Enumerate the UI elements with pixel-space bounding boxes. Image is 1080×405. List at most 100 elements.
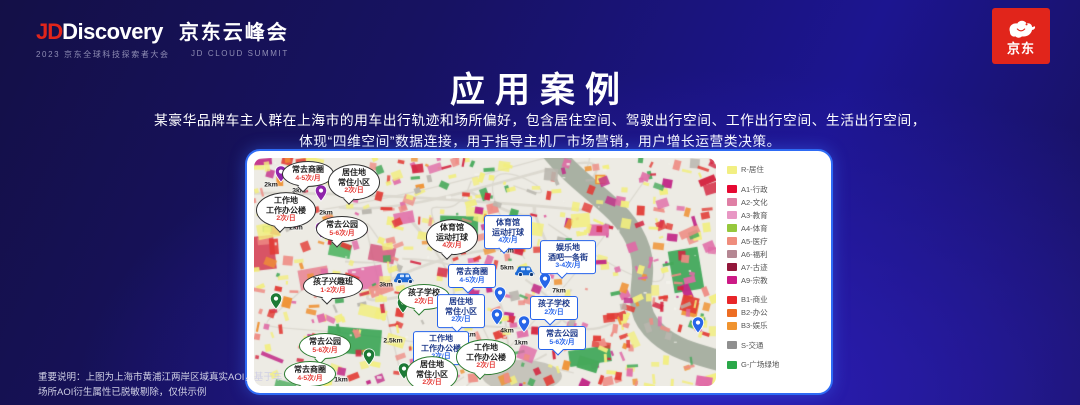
legend-swatch bbox=[727, 360, 737, 369]
tagline-en: JD CLOUD SUMMIT bbox=[191, 49, 289, 58]
distance-label: 4km bbox=[500, 247, 514, 255]
map-callout: 常去商圈 4-5次/月 bbox=[282, 160, 334, 188]
map-panel: 常去商圈 4-5次/月 居住地 常住小区 2次/日 工作地 工作办公楼 2次/日 常去公园 5-6… bbox=[245, 149, 833, 395]
map-callout: 常去公园 5-6次/月 bbox=[299, 332, 351, 360]
legend-row: B1-商业 bbox=[727, 295, 819, 306]
car-icon bbox=[514, 263, 538, 277]
legend-swatch bbox=[727, 198, 737, 207]
map-callout: 孩子兴趣班 1-2次/月 bbox=[303, 272, 363, 300]
footnote-line-2: 场所AOI衍生属性已脱敏剔除，仅供示例 bbox=[38, 386, 207, 398]
distance-label: 4km bbox=[500, 327, 514, 335]
jd-dog-icon bbox=[1009, 20, 1036, 38]
map-callout: 常去商圈 4-5次/月 bbox=[284, 360, 336, 386]
legend-label: A9-宗教 bbox=[741, 275, 768, 285]
legend-swatch bbox=[727, 165, 737, 174]
legend-label: A6-福利 bbox=[741, 249, 768, 259]
legend-row: S-交通 bbox=[727, 340, 819, 351]
legend-swatch bbox=[727, 321, 737, 330]
subtitle: 某豪华品牌车主人群在上海市的用车出行轨迹和场所偏好，包含居住空间、驾驶出行空间、… bbox=[0, 110, 1080, 153]
legend-row: A2-文化 bbox=[727, 197, 819, 208]
legend-row: A7-古迹 bbox=[727, 262, 819, 273]
distance-label: 2km bbox=[264, 181, 278, 189]
legend-row: B2-办公 bbox=[727, 308, 819, 319]
legend-label: B1-商业 bbox=[741, 295, 768, 304]
legend-swatch bbox=[727, 295, 737, 304]
legend-label: A2-文化 bbox=[741, 197, 768, 207]
legend-row: B3-娱乐 bbox=[727, 321, 819, 332]
jd-brand-badge: 京东 bbox=[992, 8, 1050, 64]
page-title: 应用案例 bbox=[449, 71, 630, 110]
legend-swatch bbox=[727, 308, 737, 317]
map-area: 常去商圈 4-5次/月 居住地 常住小区 2次/日 工作地 工作办公楼 2次/日 常去公园 5-6… bbox=[254, 158, 716, 386]
legend-swatch bbox=[727, 211, 737, 220]
subtitle-line-1: 某豪华品牌车主人群在上海市的用车出行轨迹和场所偏好，包含居住空间、驾驶出行空间、… bbox=[153, 113, 927, 128]
legend-label: A7-古迹 bbox=[741, 262, 768, 272]
jdd-logo-discovery: Discovery bbox=[62, 19, 163, 44]
map-callout: 娱乐地 酒吧一条街 3-4次/月 bbox=[540, 240, 596, 274]
jdd-logo-row: JD Discovery 京东云峰会 bbox=[36, 16, 289, 45]
distance-label: 1km bbox=[514, 339, 528, 347]
legend-label: A5-医疗 bbox=[741, 236, 768, 246]
distance-label: 5km bbox=[500, 264, 514, 272]
legend-swatch bbox=[727, 250, 737, 259]
jd-badge-label: 京东 bbox=[1006, 41, 1035, 56]
map-callout: 居住地 常住小区 2次/日 bbox=[328, 164, 380, 200]
map-callout: 常去商圈 4-5次/月 bbox=[448, 263, 496, 289]
legend-swatch bbox=[727, 185, 737, 194]
distance-label: 2km bbox=[289, 224, 303, 232]
legend-row: A3-教育 bbox=[727, 210, 819, 221]
map-callout: 居住地 常住小区 2次/日 bbox=[406, 356, 458, 386]
footnote-line-1: 重要说明：上图为上海市黄浦江两岸区域真实AOI，基于车主隐私， bbox=[38, 372, 321, 383]
green-pin-icon bbox=[362, 348, 376, 366]
map-callout: 体育馆 运动打球 4次/月 bbox=[484, 215, 532, 249]
blue-pin-icon bbox=[691, 316, 705, 334]
blue-pin-icon bbox=[493, 286, 507, 304]
legend-row: A5-医疗 bbox=[727, 236, 819, 247]
legend-row: G-广场绿地 bbox=[727, 360, 819, 371]
legend-swatch bbox=[727, 237, 737, 246]
legend-label: A4-体育 bbox=[741, 223, 768, 233]
distance-label: 3km bbox=[379, 281, 393, 289]
subtitle-line-2: 体现“四维空间”数据连接，用于指导主机厂市场营销，用户增长运营类决策。 bbox=[299, 134, 781, 150]
blue-pin-icon bbox=[517, 315, 531, 333]
map-callout: 常去公园 5-6次/月 bbox=[538, 325, 586, 351]
legend-label: A1-行政 bbox=[741, 184, 768, 194]
jdd-logo: JD Discovery 京东云峰会 2023 京东全球科技探索者大会 JD C… bbox=[36, 16, 289, 60]
distance-label: 2.5km bbox=[383, 337, 403, 345]
legend-swatch bbox=[727, 276, 737, 285]
green-pin-icon bbox=[269, 292, 283, 310]
logo-tagline: 2023 京东全球科技探索者大会 JD CLOUD SUMMIT bbox=[36, 49, 289, 60]
distance-label: 2km bbox=[319, 209, 333, 217]
distance-label: 1km bbox=[334, 376, 348, 384]
legend-label: A3-教育 bbox=[741, 210, 768, 220]
blue-pin-icon bbox=[538, 272, 552, 290]
legend-label: S-交通 bbox=[741, 340, 764, 350]
legend-swatch bbox=[727, 263, 737, 272]
jdd-logo-jd: JD bbox=[36, 19, 63, 44]
legend-label: G-广场绿地 bbox=[741, 360, 780, 369]
map-callout: 体育馆 运动打球 4次/月 bbox=[426, 219, 478, 255]
distance-label: 3km bbox=[292, 187, 306, 195]
distance-label: 7km bbox=[552, 287, 566, 295]
blue-pin-icon bbox=[490, 308, 504, 326]
legend-row: R-居住 bbox=[727, 165, 819, 176]
purple-pin-icon bbox=[314, 184, 328, 202]
footnote: 重要说明：上图为上海市黄浦江两岸区域真实AOI，基于车主隐私， 场所AOI衍生属… bbox=[38, 371, 320, 400]
legend-row: A6-福利 bbox=[727, 249, 819, 260]
legend-swatch bbox=[727, 224, 737, 233]
map-callout: 居住地 常住小区 2次/日 bbox=[437, 294, 485, 328]
legend-row: A9-宗教 bbox=[727, 275, 819, 286]
legend-label: R-居住 bbox=[741, 165, 764, 174]
car-icon bbox=[393, 270, 417, 284]
tagline-cn: 2023 京东全球科技探索者大会 bbox=[36, 50, 170, 59]
summit-title-cn: 京东云峰会 bbox=[178, 22, 289, 44]
legend-row: A1-行政 bbox=[727, 184, 819, 195]
legend-label: B2-办公 bbox=[741, 308, 768, 317]
legend-swatch bbox=[727, 341, 737, 350]
distance-label: 2km bbox=[462, 331, 476, 339]
map-legend: R-居住 A1-行政 A2-文化 A3-教育 A4-体育 A5-医疗 A6-福利 A7-古迹 A… bbox=[721, 157, 823, 387]
legend-label: B3-娱乐 bbox=[741, 321, 768, 330]
